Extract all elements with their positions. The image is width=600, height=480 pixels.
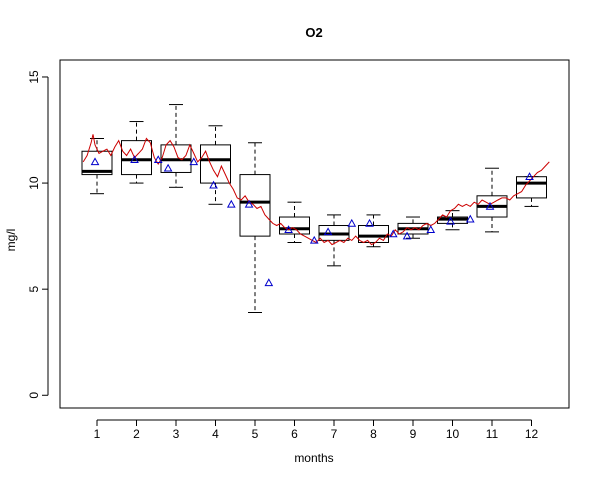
mean-marker <box>485 201 495 210</box>
y-axis: 0 5 10 15 <box>27 70 49 399</box>
mean-marker <box>323 227 333 236</box>
box-month-1 <box>81 138 113 195</box>
box-body <box>121 140 152 176</box>
mean-marker <box>465 214 475 223</box>
plot-frame <box>59 59 570 409</box>
x-tick-label: 10 <box>446 427 460 441</box>
mean-marker <box>525 172 534 181</box>
mean-marker <box>90 157 100 166</box>
x-tick-label: 12 <box>525 427 539 441</box>
x-tick-label: 2 <box>133 427 140 441</box>
mean-marker <box>347 218 357 227</box>
box-month-12 <box>516 176 547 207</box>
y-tick-label: 5 <box>27 286 41 293</box>
box-month-4 <box>200 125 231 205</box>
box-body <box>279 216 310 235</box>
box-month-5 <box>239 142 271 314</box>
mean-marker <box>209 180 218 189</box>
mean-marker <box>284 225 293 234</box>
mean-marker <box>264 278 274 287</box>
mean-marker <box>365 218 374 227</box>
mean-marker <box>189 157 199 166</box>
box-month-8 <box>358 214 389 248</box>
x-tick-label: 5 <box>252 427 259 441</box>
x-tick-label: 4 <box>212 427 219 441</box>
y-axis-label: mg/l <box>4 229 18 252</box>
x-tick-label: 6 <box>291 427 298 441</box>
mean-markers <box>90 155 534 287</box>
x-tick-label: 9 <box>410 427 417 441</box>
mean-marker <box>153 155 163 164</box>
mean-marker <box>402 231 412 240</box>
mean-marker <box>446 216 455 225</box>
x-tick-label: 7 <box>331 427 338 441</box>
x-axis: 1 2 3 4 5 6 7 8 9 10 11 12 <box>94 419 539 441</box>
box-body <box>239 174 271 237</box>
mean-marker <box>426 225 436 234</box>
box-month-10 <box>437 210 468 231</box>
box-body <box>200 144 231 184</box>
box-series <box>81 104 547 314</box>
mean-marker <box>244 199 254 208</box>
y-tick-label: 15 <box>27 70 41 84</box>
line-series <box>82 134 550 246</box>
box-month-9 <box>397 216 429 239</box>
x-axis-label: months <box>294 451 333 465</box>
x-tick-label: 8 <box>370 427 377 441</box>
box-body <box>358 225 389 243</box>
mean-marker <box>163 163 173 172</box>
mean-marker <box>130 155 139 164</box>
x-tick-label: 3 <box>173 427 180 441</box>
box-month-7 <box>318 214 350 267</box>
chart-title: O2 <box>305 25 322 40</box>
y-tick-label: 0 <box>27 392 41 399</box>
mean-marker <box>309 235 319 244</box>
x-tick-label: 11 <box>486 427 499 441</box>
mean-marker <box>388 229 398 238</box>
daily-o2-line <box>82 134 550 246</box>
mean-marker <box>226 199 236 208</box>
box-month-2 <box>121 121 152 184</box>
x-tick-label: 1 <box>94 427 101 441</box>
y-tick-label: 10 <box>27 176 41 190</box>
